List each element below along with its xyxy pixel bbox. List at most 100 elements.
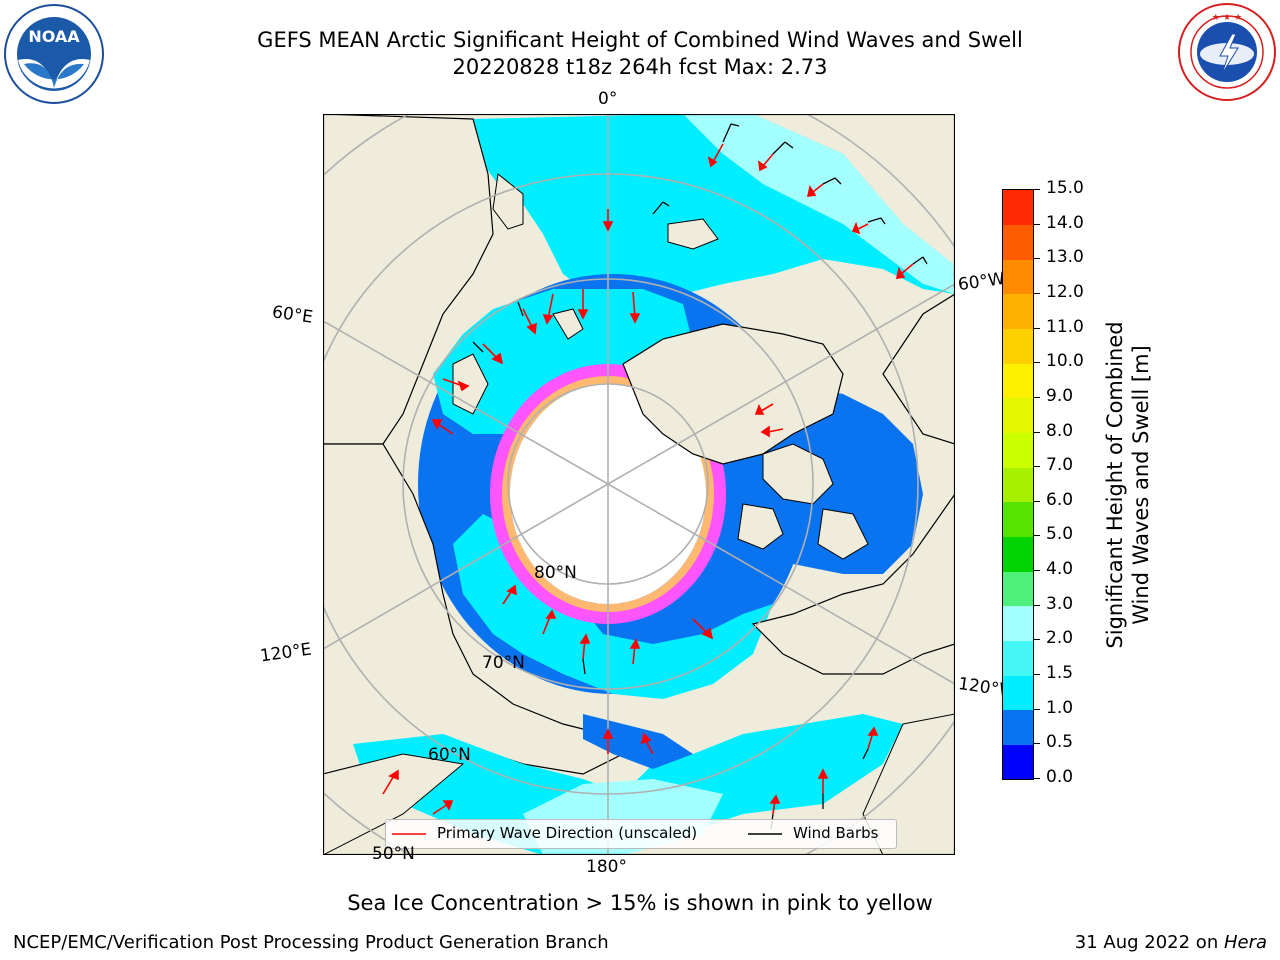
colorbar-tick-label: 1.0 [1046,697,1074,718]
colorbar-label-line2: Wind Waves and Swell [m] [1129,345,1153,625]
labrador [882,293,955,445]
colorbar-tick-label: 0.0 [1046,767,1074,787]
wind-barb [862,748,869,760]
primary-wave-legend-label: Primary Wave Direction (unscaled) [437,824,698,842]
colorbar-segment [1003,432,1033,468]
colorbar-segment [1003,467,1033,503]
chart-subtitle: 20220828 t18z 264h fcst Max: 2.73 [452,55,828,79]
colorbar-tick-label: 9.0 [1046,385,1074,406]
colorbar-tick-mark [1034,743,1040,745]
wave-arrow [382,769,399,795]
polar-map [323,114,955,855]
wind-barbs [472,123,928,830]
ocean-chukchi [583,714,693,769]
franz-josef-land [552,308,584,340]
nws-logo: ★ ★ ★ [1178,3,1276,101]
wave-arrow [769,794,781,815]
ocean-swell-band [683,114,955,294]
wave-arrow [757,153,774,172]
wave-arrow [629,638,641,665]
wave-arrow [867,726,879,750]
colorbar-tick-label: 14.0 [1046,212,1084,233]
colorbar-segment [1003,501,1033,537]
colorbar-segment [1003,259,1033,295]
wave-arrow [707,143,724,168]
colorbar-tick-mark [1034,604,1040,606]
colorbar-tick-mark [1034,570,1040,572]
wind-barb-legend-label: Wind Barbs [793,824,879,842]
colorbar-tick-mark [1034,708,1040,710]
lat-label-80n: 80°N [534,563,577,583]
lon-label-60w: 60°W [956,268,1007,296]
colorbar-tick-mark [1034,396,1040,398]
lon-label-60e: 60°E [270,302,315,328]
colorbar-tick-label: 1.5 [1046,663,1074,684]
wave-arrow [432,800,454,815]
kamchatka [323,753,465,855]
wave-arrow [502,584,517,605]
colorbar-tick-label: 5.0 [1046,524,1074,545]
wave-arrows [382,143,914,815]
colorbar-label-line1: Significant Height of Combined [1103,321,1127,649]
colorbar-tick-label: 11.0 [1046,316,1084,337]
sea-ice-note: Sea Ice Concentration > 15% is shown in … [347,891,933,915]
colorbar-segment [1003,605,1033,641]
colorbar-segment [1003,744,1033,780]
colorbar [1002,189,1034,780]
iceland [667,218,719,250]
colorbar-tick-label: 8.0 [1046,420,1074,441]
colorbar-tick-mark [1034,466,1040,468]
wave-arrow [692,618,714,640]
wind-barb [867,217,886,225]
colorbar-tick-mark [1034,431,1040,433]
graticule [323,114,955,855]
colorbar-tick-mark [1034,189,1040,190]
colorbar-tick-label: 7.0 [1046,455,1074,476]
wind-barb [722,123,740,143]
wind-barb-legend-line [748,833,782,835]
wave-arrow [895,263,914,279]
colorbar-segment [1003,328,1033,364]
wave-arrow [629,291,641,324]
colorbar-segment [1003,224,1033,260]
svg-text:★ ★ ★: ★ ★ ★ [1212,13,1242,23]
canadian-island-3 [817,508,869,560]
colorbar-tick-mark [1034,500,1040,502]
lat-label-50n: 50°N [372,844,415,864]
wind-barb [582,658,586,675]
wave-arrow [817,768,829,794]
noaa-logo-text: NOAA [28,27,80,46]
greenland [622,323,844,465]
colorbar-tick-label: 13.0 [1046,247,1084,268]
colorbar-tick-mark [1034,535,1040,537]
wave-arrow [542,293,554,325]
map-legend: Primary Wave Direction (unscaled) Wind B… [385,819,897,849]
wave-arrow [806,183,824,197]
colorbar-segment [1003,640,1033,676]
wave-arrow [851,221,869,235]
novaya-zemlya [452,353,489,415]
map-frame [323,114,955,855]
colorbar-tick-label: 2.0 [1046,628,1074,649]
colorbar-tick-mark [1034,639,1040,641]
colorbar-segment [1003,293,1033,330]
colorbar-tick-label: 12.0 [1046,281,1084,302]
wind-barb [472,341,484,353]
colorbar-tick-mark [1034,362,1040,364]
colorbar-segment [1003,363,1033,399]
wave-arrow [754,403,774,415]
colorbar-segment [1003,397,1033,434]
wind-barb [822,177,842,185]
colorbar-tick-mark [1034,258,1040,260]
footer-branch: NCEP/EMC/Verification Post Processing Pr… [13,932,609,953]
lon-label-180: 180° [586,857,627,877]
colorbar-tick-label: 3.0 [1046,593,1074,614]
wave-arrow [602,728,614,754]
colorbar-segment [1003,536,1033,572]
footer-host: Hera [1223,932,1267,953]
lon-label-120e: 120°E [258,639,313,667]
colorbar-tick-mark [1034,327,1040,329]
colorbar-tick-mark [1034,292,1040,294]
ocean-barents-kara [433,289,693,434]
lon-label-0: 0° [598,89,618,109]
